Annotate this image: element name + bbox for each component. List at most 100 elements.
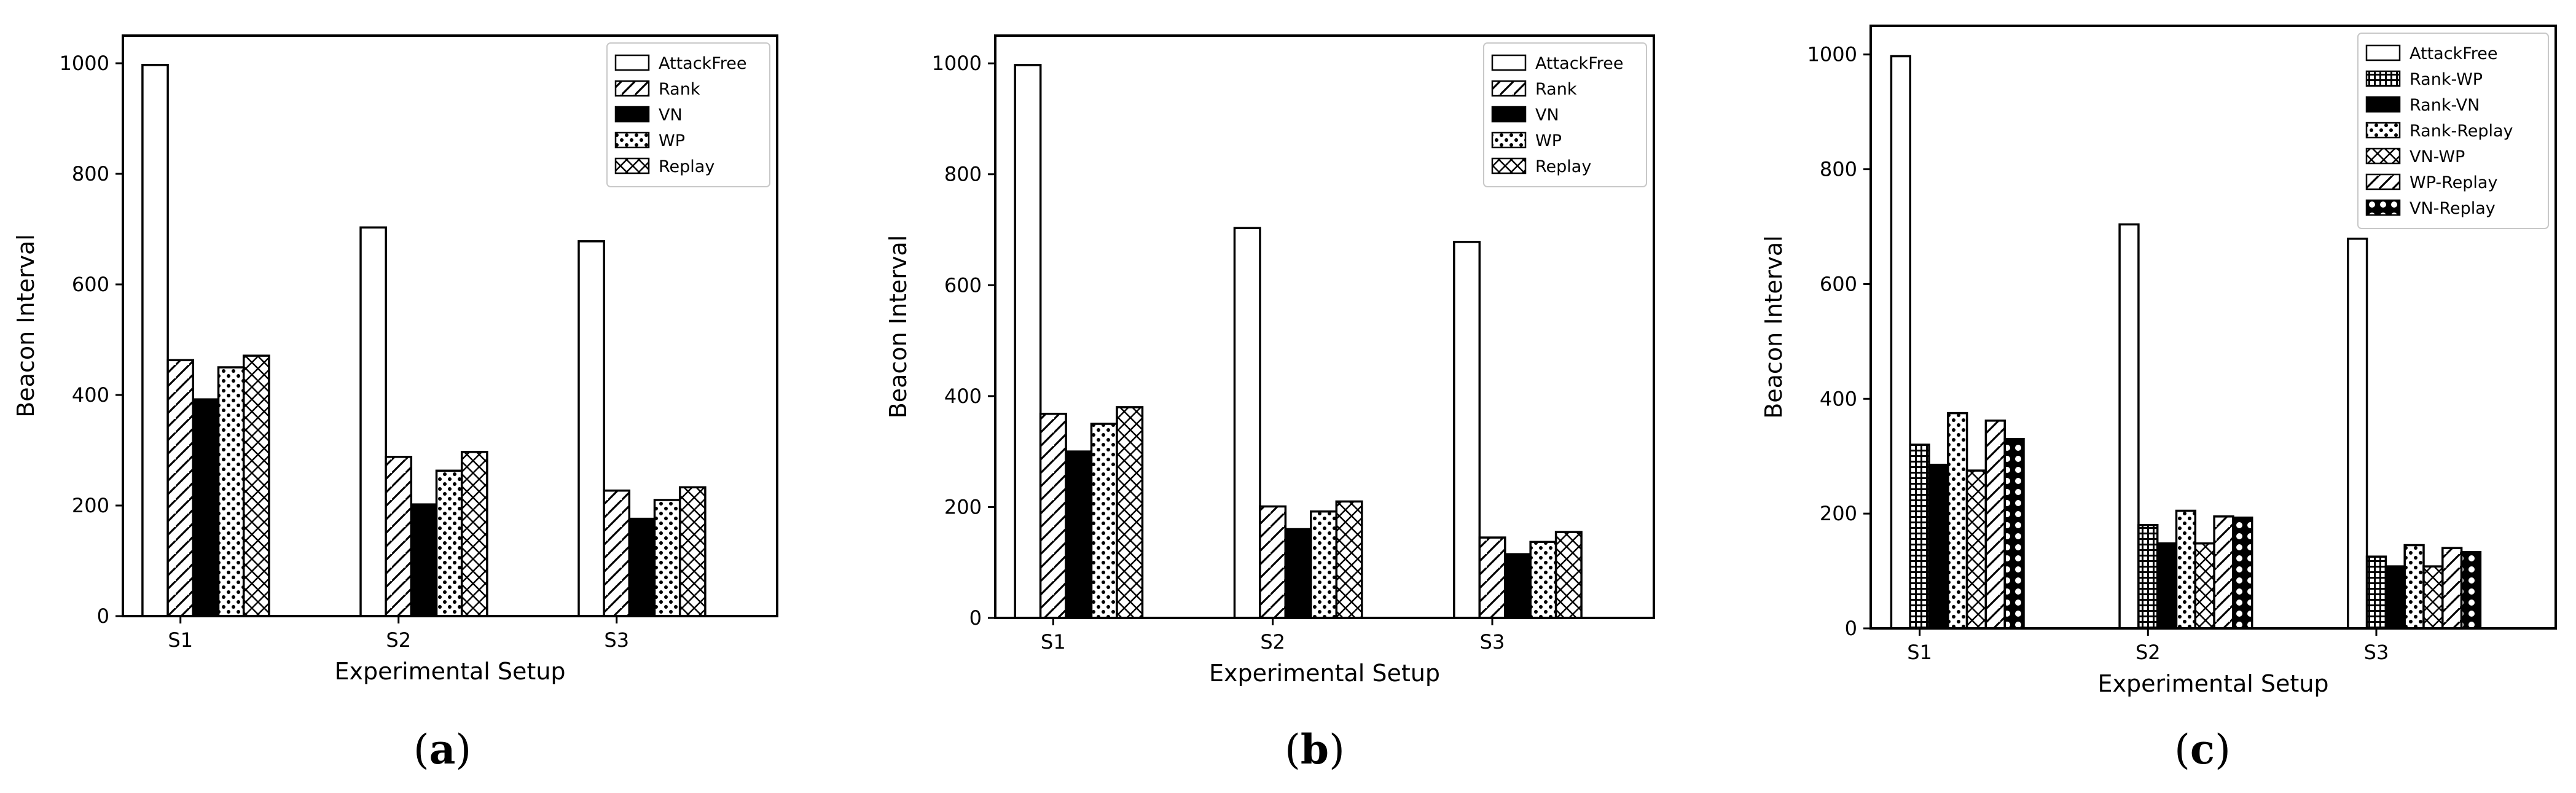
panel-label-c: (c): [2174, 725, 2231, 773]
x-tick-label-s2: S2: [2136, 641, 2161, 664]
legend-label-attackfree: AttackFree: [659, 54, 747, 73]
y-tick-label: 0: [969, 606, 982, 630]
legend-label-rank-wp: Rank-WP: [2410, 70, 2483, 89]
bar-rank-wp-s1: [1909, 443, 1930, 630]
y-tick-label: 400: [1820, 387, 1857, 410]
x-tick-label-s2: S2: [386, 628, 411, 652]
legend-swatch-attackfree: [614, 54, 650, 71]
legend-swatch-attackfree: [1491, 54, 1527, 71]
bar-rank-replay-s1: [1947, 412, 1968, 630]
bar-wp-s2: [435, 469, 463, 617]
bar-rank-vn-s3: [2384, 565, 2406, 630]
bar-rank-vn-s1: [1928, 463, 1949, 630]
bar-vn-s2: [1284, 528, 1312, 619]
y-axis-label: Beacon Interval: [1760, 235, 1787, 419]
bar-vn-s3: [628, 517, 656, 617]
y-tick-label: 1000: [932, 52, 982, 75]
legend-swatch-replay: [614, 157, 650, 174]
legend-swatch-wp-replay: [2365, 173, 2401, 190]
x-axis-label: Experimental Setup: [334, 658, 565, 685]
legend: AttackFree Rank-WP Rank-VN Rank-Replay VN-WP…: [2357, 33, 2549, 229]
bar-wp-s1: [217, 366, 245, 617]
legend-label-vn: VN: [659, 106, 683, 125]
x-axis-label: Experimental Setup: [1209, 660, 1440, 687]
y-tick-label: 200: [944, 495, 982, 518]
legend-label-wp: WP: [659, 131, 685, 150]
bar-wp-s2: [1310, 510, 1338, 619]
y-tick-label: 800: [72, 162, 109, 186]
legend-label-rank-vn: Rank-VN: [2410, 96, 2480, 115]
x-tick-label-s3: S3: [604, 628, 629, 652]
bar-rank-s3: [1478, 536, 1506, 619]
bar-rank-s1: [1039, 412, 1067, 619]
legend: AttackFree Rank VN WP Replay: [1483, 42, 1647, 187]
legend-label-rank: Rank: [659, 80, 700, 99]
x-tick-label-s3: S3: [2364, 641, 2389, 664]
plot-frame: [1869, 25, 2557, 630]
bar-vn-wp-s3: [2422, 565, 2444, 630]
bar-wp-replay-s3: [2441, 547, 2463, 630]
bar-attackfree-s1: [141, 63, 169, 617]
legend-label-replay: Replay: [1535, 157, 1591, 176]
legend-swatch-rank-vn: [2365, 96, 2401, 113]
bar-attackfree-s1: [1890, 55, 1911, 630]
legend-swatch-vn: [1491, 106, 1527, 123]
legend-swatch-rank-wp: [2365, 70, 2401, 87]
bar-vn-replay-s3: [2460, 550, 2482, 630]
legend-swatch-vn: [614, 106, 650, 123]
bar-vn-s2: [410, 503, 438, 617]
y-tick-label: 400: [944, 385, 982, 408]
legend: AttackFree Rank VN WP Replay: [606, 42, 770, 187]
y-axis-label: Beacon Interval: [885, 235, 912, 419]
x-axis-label: Experimental Setup: [2097, 670, 2328, 697]
legend-label-rank: Rank: [1535, 80, 1577, 99]
panel-label-b: (b): [1285, 725, 1345, 773]
bar-rank-replay-s3: [2403, 544, 2425, 630]
y-tick-label: 1000: [1807, 43, 1857, 66]
bar-attackfree-s2: [2118, 223, 2140, 630]
legend-swatch-rank-replay: [2365, 122, 2401, 139]
bar-vn-replay-s2: [2232, 516, 2253, 630]
legend-label-attackfree: AttackFree: [2410, 44, 2498, 63]
legend-box: [606, 42, 770, 187]
plot-frame: [122, 34, 778, 617]
legend-swatch-replay: [1491, 157, 1527, 174]
legend-label-replay: Replay: [659, 157, 714, 176]
y-axis-label: Beacon Interval: [12, 234, 39, 418]
y-tick-label: 1000: [60, 52, 109, 75]
chart-panel-b: 0 200 400 600 800 1000 S1 S2 S3 Experimental Setu…: [885, 34, 1655, 773]
bar-attackfree-s3: [2347, 237, 2368, 630]
bar-vn-s1: [1065, 450, 1093, 619]
legend-swatch-rank: [1491, 80, 1527, 97]
legend-label-wp: WP: [1535, 131, 1562, 150]
x-tick-label-s2: S2: [1260, 630, 1285, 654]
legend-swatch-rank: [614, 80, 650, 97]
bar-attackfree-s3: [577, 240, 605, 617]
bar-rank-s2: [385, 456, 413, 617]
bar-rank-s3: [603, 489, 631, 617]
y-tick-label: 600: [944, 273, 982, 297]
bar-vn-s3: [1503, 553, 1532, 619]
bar-rank-s1: [166, 359, 195, 617]
plot-frame: [994, 34, 1655, 619]
chart-panel-a: 0 200 400 600 800 1000 S1 S2 S3 Experimental Setu…: [12, 34, 778, 773]
bar-replay-s2: [460, 450, 488, 617]
bar-replay-s1: [1116, 406, 1144, 619]
y-tick-label: 800: [1820, 158, 1857, 181]
x-tick-label-s1: S1: [168, 628, 193, 652]
bar-wp-s3: [653, 499, 681, 617]
bar-replay-s3: [1554, 531, 1583, 619]
y-tick-label: 600: [72, 273, 109, 296]
legend-label-rank-replay: Rank-Replay: [2410, 122, 2513, 141]
y-tick-label: 0: [1845, 617, 1857, 640]
legend-label-attackfree: AttackFree: [1535, 54, 1624, 73]
bar-vn-wp-s2: [2194, 542, 2215, 630]
chart-panel-c: 0 200 400 600 800 1000 S1 S2 S3 Experimental Setu…: [1760, 25, 2557, 773]
legend-label-wp-replay: WP-Replay: [2410, 173, 2497, 192]
bar-replay-s3: [678, 486, 707, 617]
bar-rank-vn-s2: [2156, 542, 2178, 630]
legend-swatch-vn-replay: [2365, 199, 2401, 216]
legend-label-vn-replay: VN-Replay: [2410, 199, 2496, 218]
bar-attackfree-s3: [1453, 241, 1481, 619]
legend-label-vn-wp: VN-WP: [2410, 147, 2465, 166]
